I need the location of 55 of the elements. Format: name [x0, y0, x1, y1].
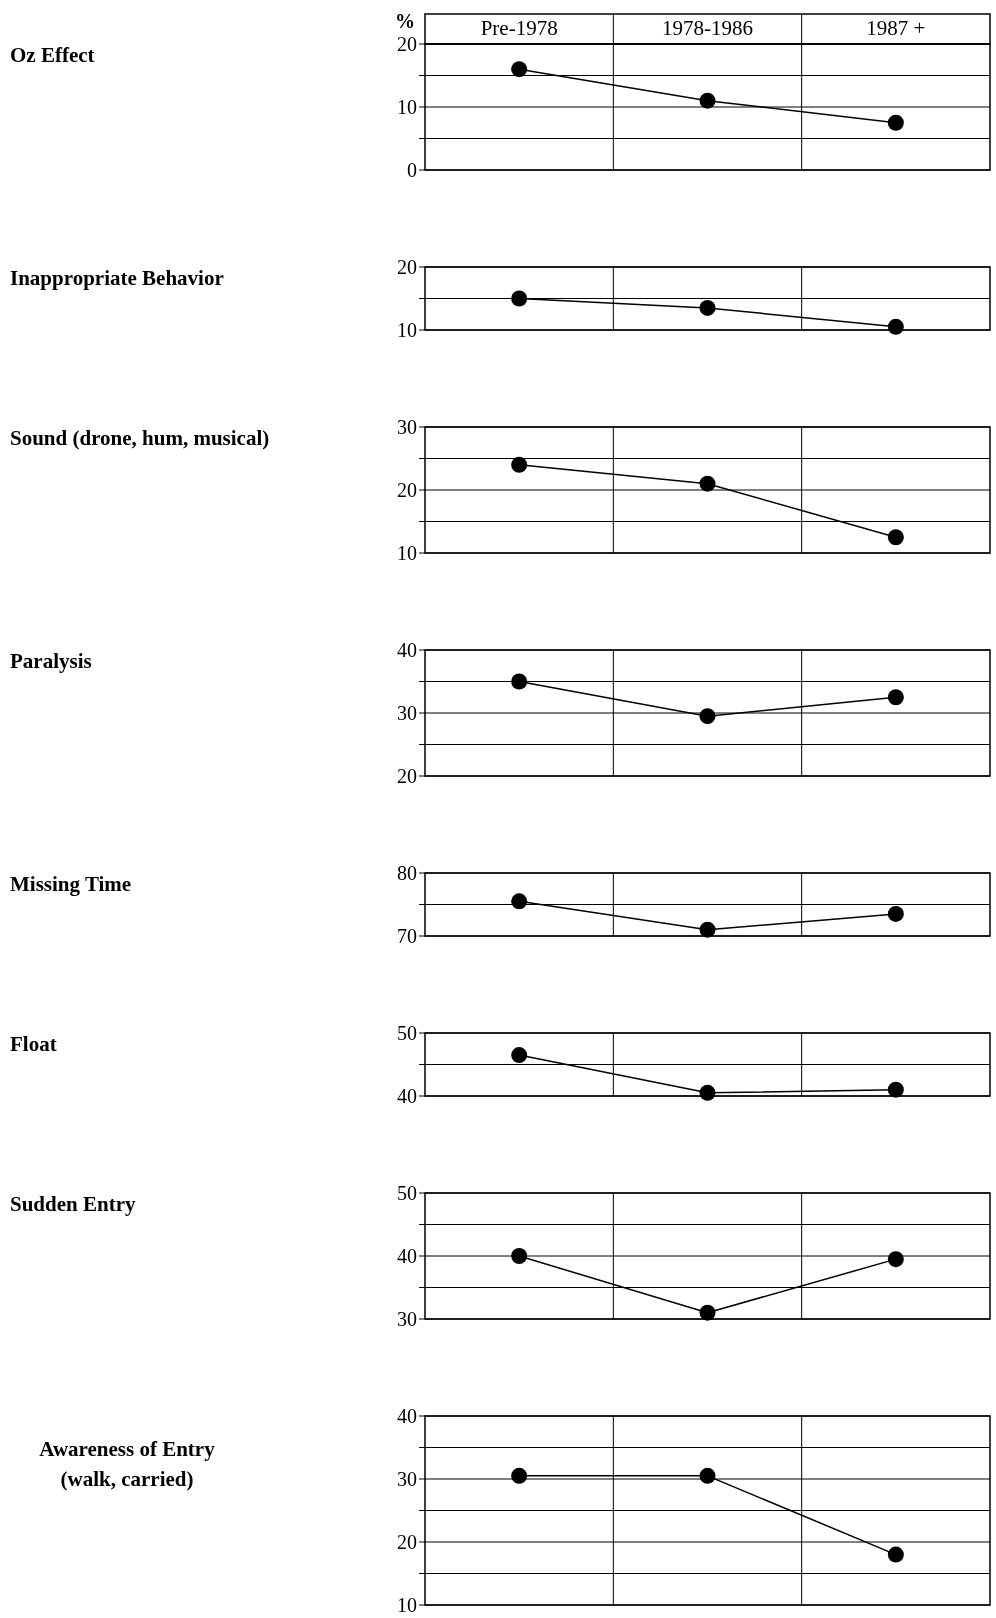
y-tick-label: 10: [397, 1594, 417, 1616]
point: [699, 299, 716, 316]
y-axis-title: Float: [10, 1032, 57, 1056]
point: [887, 114, 904, 131]
x-tick-label: 1987 +: [866, 16, 926, 40]
y-tick-label: 30: [397, 416, 417, 438]
point: [699, 475, 716, 492]
y-tick-label: 10: [397, 96, 417, 118]
point: [511, 61, 528, 78]
point: [699, 1084, 716, 1101]
y-tick-label: 40: [397, 1245, 417, 1267]
y-tick-label: 20: [397, 765, 417, 787]
point: [699, 1304, 716, 1321]
point: [511, 1248, 528, 1264]
text: %: [395, 10, 415, 32]
y-axis-title: Awareness of Entry (walk, carried): [39, 1437, 216, 1491]
y-tick-label: 40: [397, 639, 417, 661]
y-tick-label: 10: [397, 542, 417, 564]
point: [887, 529, 904, 546]
point: [887, 1251, 904, 1268]
y-tick-label: 20: [397, 1531, 417, 1553]
point: [699, 92, 716, 109]
y-tick-label: 50: [397, 1022, 417, 1044]
point: [511, 1047, 528, 1064]
y-axis-title: Missing Time: [10, 872, 132, 896]
point: [511, 290, 528, 307]
y-tick-label: 20: [397, 256, 417, 278]
y-tick-label: 40: [397, 1085, 417, 1107]
point: [511, 893, 528, 910]
y-tick-label: 0: [407, 159, 417, 181]
y-axis-title: Oz Effect: [10, 43, 95, 67]
y-tick-label: 10: [397, 319, 417, 341]
point: [699, 708, 716, 725]
y-axis-title: Sound (drone, hum, musical): [10, 426, 270, 450]
y-tick-label: 30: [397, 702, 417, 724]
x-tick-label: Pre-1978: [480, 16, 558, 40]
y-axis-title: Paralysis: [10, 649, 92, 673]
y-tick-label: 30: [397, 1468, 417, 1490]
y-tick-label: 50: [397, 1182, 417, 1204]
y-axis-title: Sudden Entry: [10, 1192, 136, 1216]
point: [699, 921, 716, 938]
point: [887, 689, 904, 706]
y-tick-label: 80: [397, 862, 417, 884]
y-tick-label: 20: [397, 33, 417, 55]
point: [511, 456, 528, 473]
y-tick-label: 20: [397, 479, 417, 501]
point: [887, 905, 904, 922]
point: [511, 673, 528, 690]
y-tick-label: 40: [397, 1405, 417, 1427]
x-tick-label: 1978-1986: [662, 16, 753, 40]
point: [887, 1081, 904, 1098]
y-tick-label: 70: [397, 925, 417, 947]
point: [887, 318, 904, 335]
y-axis-title: Inappropriate Behavior: [10, 266, 224, 290]
y-tick-label: 30: [397, 1308, 417, 1330]
